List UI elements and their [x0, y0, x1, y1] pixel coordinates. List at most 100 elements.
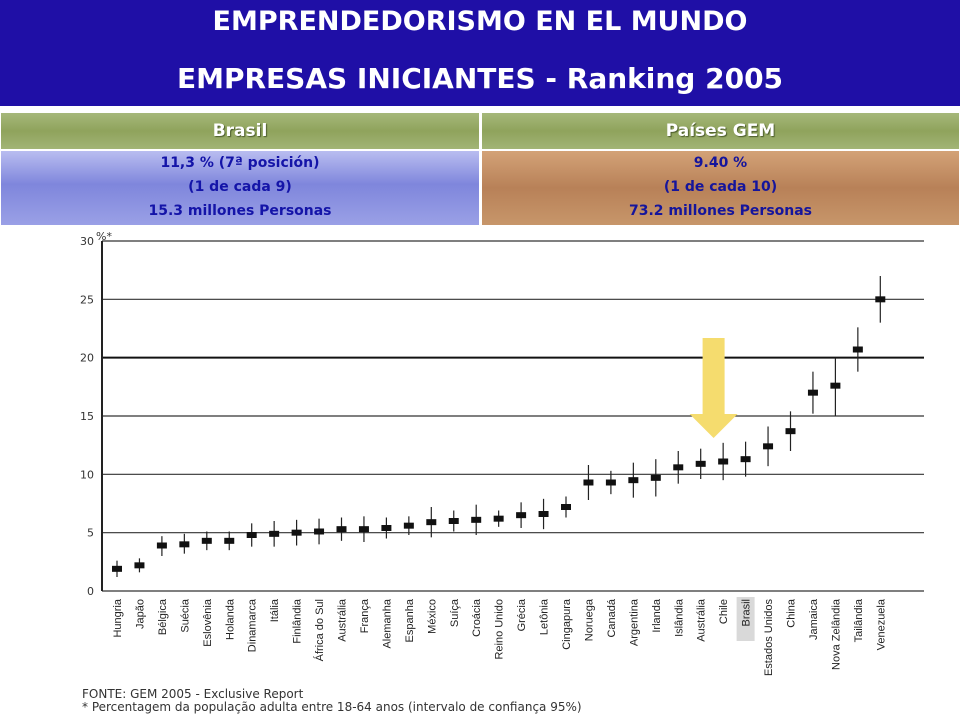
x-tick-label: África do Sul	[313, 599, 326, 661]
x-tick-label: Grécia	[516, 598, 528, 631]
highlight-arrow-shaft	[702, 338, 725, 414]
x-tick-label: França	[359, 598, 371, 633]
data-point	[561, 504, 571, 510]
brasil-rate: 11,3 % (7ª posición)	[160, 155, 320, 171]
y-tick-label: 30	[80, 235, 94, 248]
x-tick-label: Cingapura	[561, 598, 573, 650]
x-tick-label: Estados Unidos	[763, 599, 775, 677]
x-tick-label: China	[786, 598, 798, 628]
x-tick-label: Hungria	[112, 598, 124, 637]
y-tick-label: 25	[80, 293, 94, 306]
source-line: FONTE: GEM 2005 - Exclusive Report	[82, 687, 304, 701]
y-tick-label: 10	[80, 468, 94, 481]
data-point	[785, 428, 796, 435]
data-point	[336, 526, 347, 533]
page-subtitle: EMPRESAS INICIANTES - Ranking 2005	[176, 62, 784, 95]
x-tick-label: Tailândia	[853, 598, 865, 642]
x-tick-label: Itália	[269, 598, 281, 622]
x-tick-label: Jamaica	[808, 598, 820, 640]
data-point	[134, 562, 145, 569]
x-tick-label: Suécia	[179, 598, 191, 633]
data-point	[179, 541, 190, 548]
data-point	[358, 526, 369, 533]
highlight-bg	[736, 597, 755, 641]
x-tick-label: Reino Unido	[494, 599, 506, 660]
x-tick-label: Letônia	[539, 598, 551, 635]
y-axis-label: %*	[96, 230, 112, 243]
data-point	[156, 542, 167, 549]
x-tick-label: Nova Zelândia	[830, 598, 842, 670]
data-point	[763, 443, 774, 450]
data-point	[875, 296, 886, 303]
data-point	[628, 477, 639, 484]
data-point	[538, 511, 549, 517]
x-tick-label: Bélgica	[157, 598, 169, 635]
gem-rate: 9.40 %	[693, 155, 748, 171]
y-tick-label: 0	[87, 585, 94, 598]
x-tick-label: Venezuela	[875, 598, 887, 650]
x-tick-label: Suíça	[449, 598, 461, 627]
page-title: EMPRENDEDORISMO EN EL MUNDO	[212, 6, 748, 37]
highlight-arrow-head	[689, 414, 738, 438]
x-tick-label: Austrália	[337, 598, 349, 642]
x-tick-label: Dinamarca	[247, 598, 259, 652]
data-point	[516, 512, 527, 519]
data-point	[740, 456, 751, 463]
x-tick-label: Brasil	[741, 599, 753, 627]
data-point	[807, 389, 818, 396]
data-point	[246, 532, 257, 538]
ranking-chart: 0 5 10 15 20 25 30 %* Hungria Japão Bélgica Suécia E…	[64, 228, 930, 680]
x-tick-label: Argentina	[628, 598, 640, 646]
data-point	[605, 479, 616, 486]
x-tick-label: Chile	[718, 599, 730, 624]
x-tick-label: Espanha	[404, 598, 416, 642]
data-point	[448, 518, 459, 524]
brasil-column-header: Brasil	[1, 113, 479, 149]
data-point	[695, 460, 706, 467]
x-tick-label: Eslovênia	[202, 598, 214, 647]
gem-stats-cell: 9.40 % (1 de cada 10) 73.2 millones Pers…	[482, 151, 959, 225]
title-bar: EMPRENDEDORISMO EN EL MUNDO EMPRESAS INI…	[0, 0, 960, 106]
gem-column-header: Países GEM	[482, 113, 959, 149]
comparison-table: Brasil Países GEM 11,3 % (7ª posición) (…	[0, 107, 960, 225]
x-tick-label: Alemanha	[381, 598, 393, 648]
brasil-stats-cell: 11,3 % (7ª posición) (1 de cada 9) 15.3 …	[1, 151, 479, 225]
x-tick-label: Japão	[134, 599, 146, 629]
data-point	[471, 516, 482, 523]
data-point	[852, 346, 863, 353]
x-tick-label: Finlândia	[292, 598, 304, 644]
x-tick-label: Austrália	[696, 598, 708, 642]
y-tick-label: 15	[80, 410, 94, 423]
data-point	[426, 519, 437, 526]
data-point	[314, 528, 325, 535]
data-point	[224, 537, 235, 544]
data-point	[112, 565, 122, 572]
x-tick-label: Holanda	[224, 598, 236, 640]
chart-svg: 0 5 10 15 20 25 30 %* Hungria Japão Bélgica Suécia E…	[80, 230, 924, 677]
data-point	[403, 522, 414, 529]
brasil-ratio: (1 de cada 9)	[188, 179, 292, 195]
source-note: FONTE: GEM 2005 - Exclusive Report * Per…	[82, 688, 582, 714]
x-tick-label: México	[426, 599, 438, 634]
y-tick-label: 5	[87, 527, 94, 540]
x-tick-label: Irlanda	[651, 598, 663, 633]
footnote-line: * Percentagem da população adulta entre …	[82, 700, 582, 714]
data-point	[493, 515, 504, 522]
x-tick-label: Islândia	[673, 598, 685, 637]
data-point	[718, 458, 729, 465]
y-tick-label: 20	[80, 352, 94, 365]
data-point	[269, 530, 280, 537]
data-point	[291, 529, 302, 536]
gem-people: 73.2 millones Personas	[628, 203, 813, 219]
x-tick-label: Noruega	[583, 598, 595, 641]
x-tick-label: Canadá	[606, 598, 618, 637]
data-point	[830, 382, 841, 389]
data-point	[201, 537, 212, 544]
x-tick-label: Croácia	[471, 598, 483, 637]
data-point	[583, 479, 594, 486]
brasil-people: 15.3 millones Personas	[148, 203, 332, 219]
data-point	[650, 474, 661, 481]
data-point	[381, 525, 392, 531]
data-point	[673, 464, 684, 471]
gem-ratio: (1 de cada 10)	[663, 179, 778, 195]
